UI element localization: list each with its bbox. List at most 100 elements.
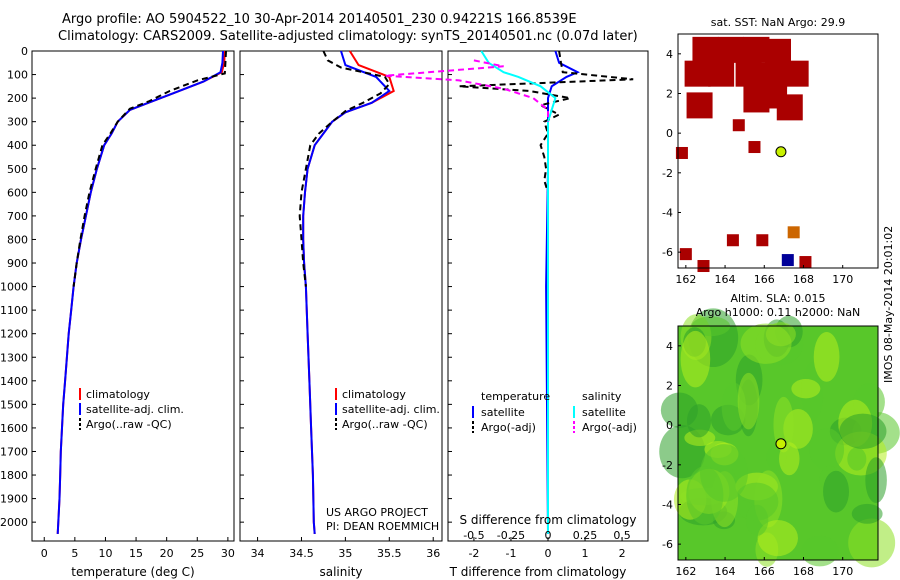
temperature-legend-label: climatology — [86, 388, 150, 401]
sst-cell — [776, 94, 803, 121]
temperature-xtick-label: 15 — [129, 547, 143, 560]
sla-patch — [765, 322, 796, 347]
difference-xtick-label: 0 — [545, 547, 552, 560]
temperature-ytick-label: 1500 — [0, 398, 28, 411]
temperature-ytick-label: 600 — [7, 186, 28, 199]
plot-title-line2: Climatology: CARS2009. Satellite-adjuste… — [58, 29, 638, 44]
sla_map-ytick-label: -2 — [662, 459, 673, 472]
temperature-series-0 — [56, 50, 226, 534]
temperature-ytick-label: 0 — [21, 45, 28, 58]
sla-patch — [686, 466, 724, 525]
sla_map-ytick-label: 0 — [666, 419, 673, 432]
sst_map-map-area — [675, 36, 812, 273]
sst_map-ytick-label: 0 — [666, 127, 673, 140]
sst-cell — [697, 260, 710, 273]
difference-top-tick-label: 0.5 — [613, 529, 631, 542]
temperature-ytick-label: 1900 — [0, 493, 28, 506]
sla-patch — [680, 330, 711, 388]
temperature-ytick-label: 900 — [7, 257, 28, 270]
sla-patch — [737, 372, 760, 430]
sst-cell — [684, 60, 711, 87]
sst_map-xtick-label: 162 — [675, 273, 696, 286]
sla-patch — [757, 520, 798, 557]
sst_map-xtick-label: 166 — [754, 273, 775, 286]
difference-legend-label: satellite — [481, 406, 525, 419]
sst_map-xtick-label: 168 — [793, 273, 814, 286]
salinity-xtick-label: 35.5 — [377, 547, 402, 560]
sla-patch — [745, 504, 769, 536]
salinity-plot-frame — [239, 50, 443, 542]
salinity-xtick-label: 34.5 — [289, 547, 314, 560]
sla-patch — [865, 457, 887, 504]
sst-cell — [675, 146, 688, 159]
temperature-xtick-label: 0 — [41, 547, 48, 560]
difference-top-tick-label: 0 — [545, 529, 552, 542]
sst_map-ytick-label: 2 — [666, 87, 673, 100]
temperature-ytick-label: 1700 — [0, 445, 28, 458]
salinity-xlabel: salinity — [319, 565, 362, 579]
sla_map-xtick-label: 168 — [793, 565, 814, 578]
temperature-ytick-label: 1000 — [0, 281, 28, 294]
sla_map-xtick-label: 166 — [754, 565, 775, 578]
temperature-ytick-label: 700 — [7, 210, 28, 223]
salinity-legend-label: Argo(..raw -QC) — [342, 418, 428, 431]
sla-patch — [848, 518, 896, 568]
sst_map-argo-position-marker — [775, 146, 787, 158]
sla_map-map-area — [659, 308, 900, 568]
difference-xtick-label: -2 — [468, 547, 479, 560]
sst_map-xtick-label: 164 — [715, 273, 736, 286]
sst-map-title: sat. SST: NaN Argo: 29.9 — [711, 16, 845, 29]
sst_map-ytick-label: -4 — [662, 206, 673, 219]
sla_map-ytick-label: -6 — [662, 538, 673, 551]
salinity-series-0 — [302, 50, 395, 534]
difference-top-tick-label: -0.25 — [497, 529, 525, 542]
sla-map-title: Altim. SLA: 0.015 — [730, 292, 825, 305]
temperature-plot-frame — [31, 50, 235, 542]
plot-title-line1: Argo profile: AO 5904522_10 30-Apr-2014 … — [62, 12, 577, 27]
sst-cell — [781, 254, 794, 267]
sst-cell — [799, 256, 812, 269]
difference-series-0 — [545, 50, 580, 534]
difference-series-3 — [384, 59, 549, 122]
difference-xlabel-top: S difference from climatology — [460, 513, 637, 527]
sst-cell — [726, 234, 739, 247]
salinity-xtick-label: 34 — [251, 547, 265, 560]
sla-patch — [839, 413, 887, 449]
sst-cell — [679, 248, 692, 261]
sla-patch — [734, 482, 779, 521]
difference-xtick-label: 1 — [582, 547, 589, 560]
sla_map-xtick-label: 162 — [675, 565, 696, 578]
salinity-series-2 — [298, 50, 391, 287]
temperature-series-1 — [56, 50, 224, 534]
difference-xtick-label: 2 — [619, 547, 626, 560]
temperature-xlabel: temperature (deg C) — [71, 565, 194, 579]
temperature-legend-label: Argo(..raw -QC) — [86, 418, 172, 431]
sst_map-ytick-label: 4 — [666, 48, 673, 61]
sst_map-frame — [677, 33, 879, 269]
sla_map-ytick-label: -4 — [662, 498, 673, 511]
sst_map-xtick-label: 170 — [832, 273, 853, 286]
sst-cell — [787, 226, 800, 239]
sst-cell — [748, 141, 761, 154]
temperature-xtick-label: 10 — [98, 547, 112, 560]
sla_map-ytick-label: 4 — [666, 340, 673, 353]
temperature-ytick-label: 1600 — [0, 422, 28, 435]
sla-patch — [779, 442, 800, 476]
sst-cell — [756, 234, 769, 247]
sla-patch — [809, 427, 845, 471]
sst-cell — [765, 38, 791, 65]
sla-patch — [851, 503, 883, 524]
sst-cell — [717, 36, 744, 63]
temperature-ytick-label: 500 — [7, 163, 28, 176]
sla_map-ytick-label: 2 — [666, 379, 673, 392]
sla-patch — [686, 404, 711, 438]
salinity-series-1 — [302, 50, 391, 534]
temperature-ytick-label: 1300 — [0, 351, 28, 364]
sst-cell — [686, 92, 713, 119]
sst-cell — [708, 60, 735, 87]
temperature-xtick-label: 25 — [190, 547, 204, 560]
salinity-legend-label: climatology — [342, 388, 406, 401]
temperature-ytick-label: 300 — [7, 116, 28, 129]
temperature-series-2 — [72, 50, 227, 287]
sla-patch — [845, 478, 864, 512]
